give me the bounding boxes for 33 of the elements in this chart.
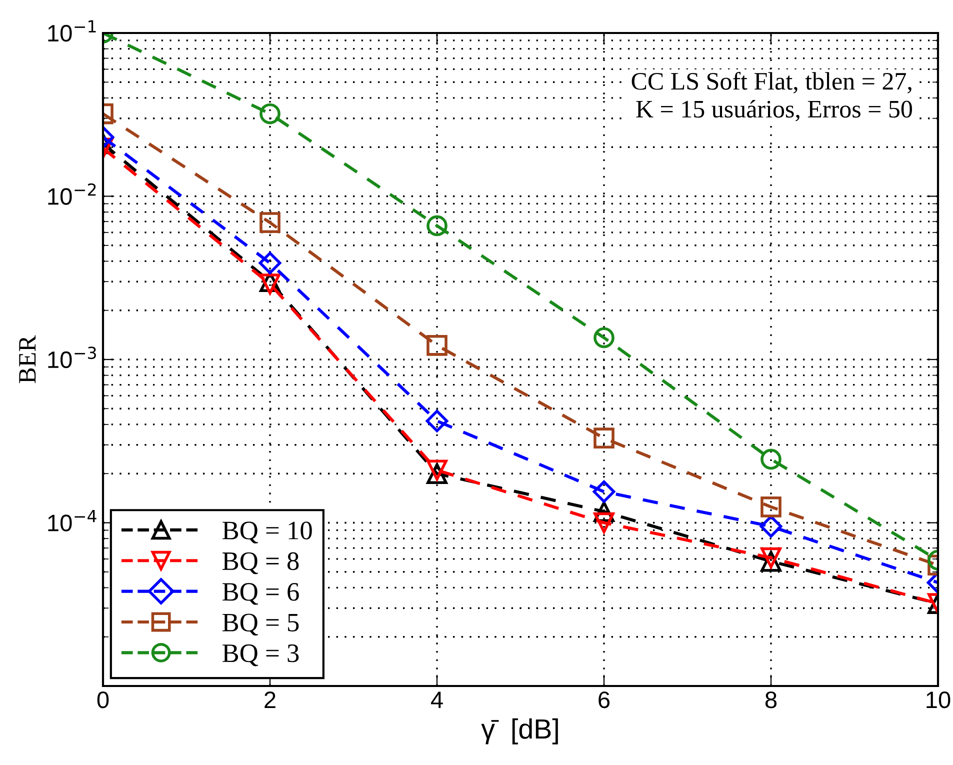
legend-label: BQ = 10 [222,522,312,544]
point [760,448,782,470]
point [760,547,782,568]
legend-label: BQ = 5 [222,614,299,636]
x-axis-title: γ̄ [dB] [481,718,558,744]
point [594,512,614,534]
point [426,334,448,356]
x-tick-label: 2 [264,691,276,708]
x-tick-label: 10 [926,691,950,708]
x-tick-label: 8 [765,691,777,708]
legend-label: BQ = 8 [222,552,299,574]
point [426,460,448,481]
x-tick-label: 6 [598,691,610,708]
legend-label: BQ = 6 [222,583,299,605]
point [260,103,280,124]
y-tick-label: 10$^{−3}$ [48,346,96,368]
point [426,410,448,432]
x-tick-label: 4 [430,692,443,708]
point [258,252,282,274]
point [760,496,782,518]
y-axis-title: BER [19,335,36,384]
point [260,212,280,233]
point [594,428,614,449]
y-tick-label: 10$^{−4}$ [48,510,96,532]
legend-label: BQ = 3 [222,644,299,666]
y-tick-label: 10$^{−1}$ [48,20,96,42]
x-tick-label: 0 [97,691,109,708]
point [760,515,782,538]
point [592,480,616,503]
y-tick-label: 10$^{−2}$ [48,183,96,205]
point [426,215,448,236]
point [594,327,614,348]
annotation: CC LS Soft Flat, tblen = 27, K = 15 usuários, Erros = 50 [632,72,912,122]
